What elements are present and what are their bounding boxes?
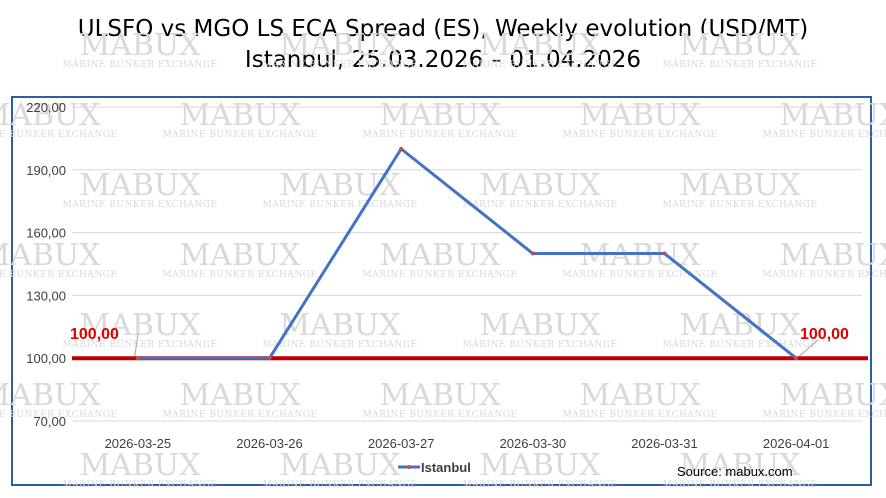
x-tick-label: 2026-03-26: [236, 436, 303, 451]
y-tick-label: 70,00: [33, 414, 66, 429]
watermark-tagline: MARINE BUNKER EXCHANGE: [162, 270, 317, 280]
data-point: [530, 251, 535, 256]
watermark-tagline: MARINE BUNKER EXCHANGE: [162, 130, 317, 140]
y-axis-ticks: 70,00 100,00 130,00 160,00 190,00 220,00: [26, 100, 66, 429]
y-tick-label: 160,00: [26, 226, 66, 241]
watermark-tagline: MARINE BUNKER EXCHANGE: [462, 200, 617, 210]
title-line-1: ULSFO vs MGO LS ECA Spread (ES), Weekly …: [77, 16, 809, 42]
plot-frame: [11, 96, 872, 486]
series-line-istanbul: [137, 147, 798, 360]
watermark-tagline: MARINE BUNKER EXCHANGE: [262, 340, 417, 350]
watermark-logo-text: MABUX: [379, 238, 501, 273]
watermark-logo-text: MABUX: [479, 308, 601, 343]
title-line-2: Istanbul, 25.03.2026 – 01.04.2026: [244, 47, 642, 73]
watermark-tagline: MARINE BUNKER EXCHANGE: [62, 480, 217, 490]
watermark-tagline: MARINE BUNKER EXCHANGE: [762, 270, 886, 280]
watermark-logo-text: MABUX: [479, 28, 601, 63]
y-tick-label: 100,00: [26, 351, 66, 366]
watermark-tagline: MARINE BUNKER EXCHANGE: [462, 340, 617, 350]
data-point: [794, 356, 799, 361]
watermark-tagline: MARINE BUNKER EXCHANGE: [62, 340, 217, 350]
watermark-logo-text: MABUX: [779, 378, 886, 413]
watermark-tagline: MARINE BUNKER EXCHANGE: [0, 270, 118, 280]
watermark-logo-text: MABUX: [79, 168, 201, 203]
data-point: [135, 356, 140, 361]
chart-title: ULSFO vs MGO LS ECA Spread (ES), Weekly …: [0, 14, 886, 76]
x-tick-label: 2026-03-25: [105, 436, 172, 451]
watermark-tagline: MARINE BUNKER EXCHANGE: [362, 270, 517, 280]
watermark-logo-text: MABUX: [679, 28, 801, 63]
watermark-tagline: MARINE BUNKER EXCHANGE: [462, 480, 617, 490]
legend-marker: [407, 465, 411, 469]
x-tick-label: 2026-03-31: [631, 436, 698, 451]
watermark-tagline: MARINE BUNKER EXCHANGE: [662, 340, 817, 350]
watermark-logo-text: MABUX: [179, 378, 301, 413]
watermark-tagline: MARINE BUNKER EXCHANGE: [662, 60, 817, 70]
watermark-logo-text: MABUX: [279, 448, 401, 483]
reference-label-right: 100,00: [800, 326, 849, 343]
series-layer: [135, 146, 799, 361]
watermark-logo-text: MABUX: [579, 98, 701, 133]
watermark-tagline: MARINE BUNKER EXCHANGE: [262, 200, 417, 210]
data-point: [399, 146, 404, 151]
watermark-logo-text: MABUX: [779, 238, 886, 273]
leader-line: [134, 333, 139, 357]
watermark-tagline: MARINE BUNKER EXCHANGE: [0, 130, 118, 140]
legend: Istanbul: [398, 460, 471, 475]
watermark-tagline: MARINE BUNKER EXCHANGE: [662, 200, 817, 210]
watermark-logo-text: MABUX: [579, 378, 701, 413]
watermark-logo-text: MABUX: [779, 98, 886, 133]
watermark-tagline: MARINE BUNKER EXCHANGE: [662, 480, 817, 490]
watermark-logo-text: MABUX: [79, 28, 201, 63]
watermark-tagline: MARINE BUNKER EXCHANGE: [62, 200, 217, 210]
reference-label-left: 100,00: [70, 326, 119, 343]
watermark-logo-text: MABUX: [679, 168, 801, 203]
watermark-tagline: MARINE BUNKER EXCHANGE: [762, 410, 886, 420]
watermark-logo-text: MABUX: [279, 308, 401, 343]
x-tick-label: 2026-03-27: [368, 436, 435, 451]
watermark-logo-text: MABUX: [379, 378, 501, 413]
y-tick-label: 220,00: [26, 100, 66, 115]
watermark-logo-text: MABUX: [279, 168, 401, 203]
watermark-logo-text: MABUX: [79, 308, 201, 343]
watermark-logo-text: MABUX: [279, 28, 401, 63]
watermark-logo-text: MABUX: [479, 168, 601, 203]
watermark-logo-text: MABUX: [479, 448, 601, 483]
watermark-logo-text: MABUX: [0, 378, 101, 413]
watermark-tagline: MARINE BUNKER EXCHANGE: [362, 130, 517, 140]
watermark-tagline: MARINE BUNKER EXCHANGE: [462, 60, 617, 70]
watermark-tagline: MARINE BUNKER EXCHANGE: [262, 480, 417, 490]
y-tick-label: 130,00: [26, 288, 66, 303]
watermark-tagline: MARINE BUNKER EXCHANGE: [362, 410, 517, 420]
watermark-logo-text: MABUX: [179, 238, 301, 273]
watermark-tagline: MARINE BUNKER EXCHANGE: [162, 410, 317, 420]
watermark-tagline: MARINE BUNKER EXCHANGE: [0, 410, 118, 420]
watermark-tagline: MARINE BUNKER EXCHANGE: [262, 60, 417, 70]
x-tick-label: 2026-04-01: [763, 436, 830, 451]
watermark-tagline: MARINE BUNKER EXCHANGE: [62, 60, 217, 70]
watermark-tagline: MARINE BUNKER EXCHANGE: [562, 270, 717, 280]
data-point: [267, 356, 272, 361]
watermark-logo-text: MABUX: [679, 448, 801, 483]
watermark-tagline: MARINE BUNKER EXCHANGE: [762, 130, 886, 140]
watermark-logo-text: MABUX: [379, 98, 501, 133]
watermark-logo-text: MABUX: [0, 238, 101, 273]
leader-line: [798, 339, 819, 357]
watermark-logo-text: MABUX: [79, 448, 201, 483]
legend-label: Istanbul: [421, 460, 471, 475]
data-point: [662, 251, 667, 256]
source-note: Source: mabux.com: [677, 464, 793, 479]
watermark-tagline: MARINE BUNKER EXCHANGE: [562, 130, 717, 140]
watermark-logo-text: MABUX: [179, 98, 301, 133]
watermark-tagline: MARINE BUNKER EXCHANGE: [562, 410, 717, 420]
x-axis-ticks: 2026-03-25 2026-03-26 2026-03-27 2026-03-30…: [105, 436, 830, 451]
x-tick-label: 2026-03-30: [500, 436, 567, 451]
y-tick-label: 190,00: [26, 163, 66, 178]
watermark-logo-text: MABUX: [0, 98, 101, 133]
